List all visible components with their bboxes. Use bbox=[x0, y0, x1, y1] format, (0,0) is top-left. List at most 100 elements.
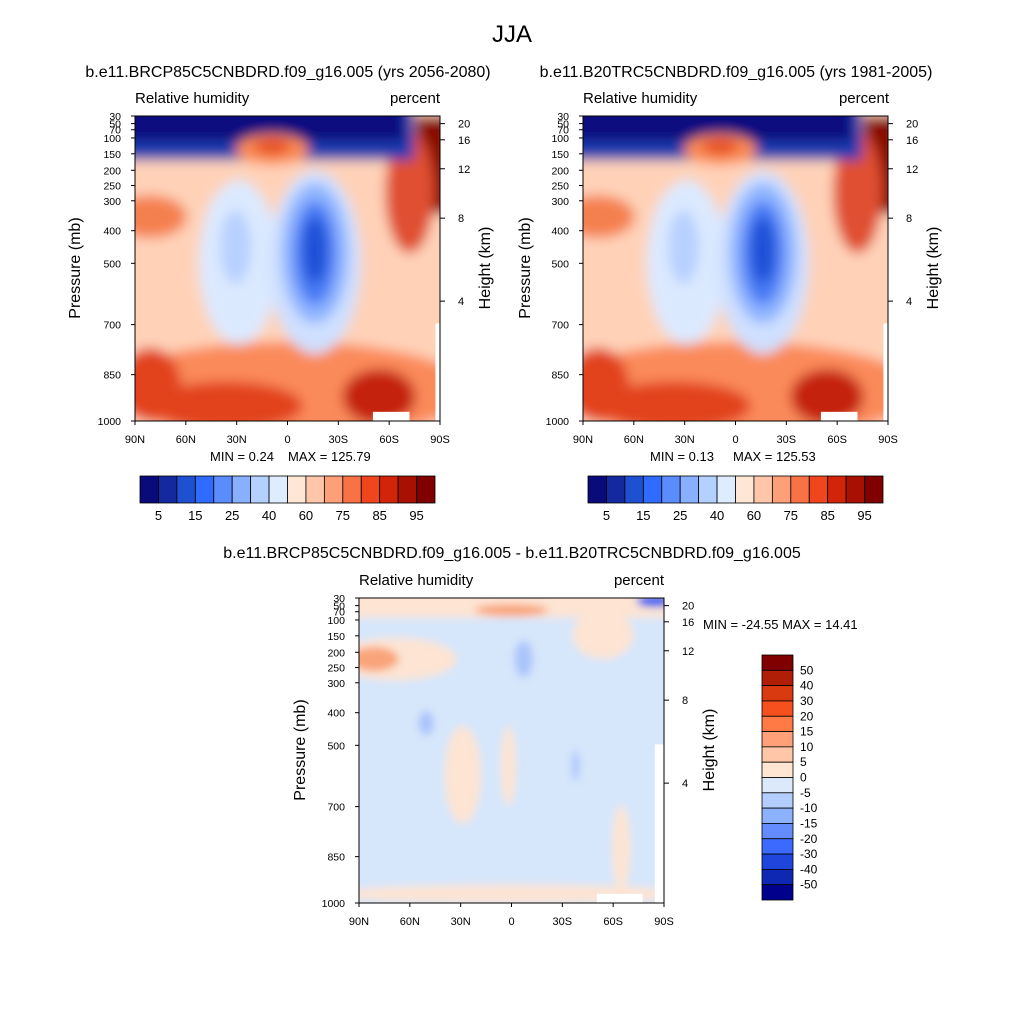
y-tick-label: 30 bbox=[333, 593, 345, 605]
y-tick-label: 300 bbox=[103, 196, 121, 208]
height-tick-label: 12 bbox=[906, 164, 918, 176]
colorbar-swatch bbox=[139, 475, 159, 504]
y-axis-title: Pressure (mb) bbox=[517, 217, 534, 318]
height-tick-label: 8 bbox=[458, 213, 464, 225]
panel-right-label: percent bbox=[839, 90, 890, 107]
y-tick-label: 400 bbox=[327, 708, 345, 720]
x-tick-label: 90S bbox=[430, 434, 450, 446]
colorbar-swatch bbox=[808, 475, 829, 504]
x-tick-label: 30N bbox=[675, 434, 695, 446]
y-tick-label: 500 bbox=[327, 740, 345, 752]
colorbar-swatch bbox=[753, 475, 773, 504]
panel-future: b.e11.BRCP85C5CNBDRD.f09_g16.005 (yrs 20… bbox=[67, 64, 494, 523]
colorbar-label: -5 bbox=[800, 786, 811, 800]
contour-field bbox=[135, 116, 440, 421]
minmax-label: MIN = -24.55 MAX = 14.41 bbox=[703, 617, 858, 632]
panel-title: b.e11.B20TRC5CNBDRD.f09_g16.005 (yrs 198… bbox=[540, 64, 933, 81]
y-tick-label: 400 bbox=[551, 226, 569, 238]
y-tick-label: 250 bbox=[551, 181, 569, 193]
colorbar-label: 75 bbox=[336, 508, 350, 523]
x-tick-label: 30S bbox=[553, 916, 573, 928]
colorbar-swatch bbox=[761, 715, 794, 732]
colorbar-swatch bbox=[827, 475, 847, 504]
colorbar-swatch bbox=[761, 761, 794, 778]
colorbar-swatch bbox=[250, 475, 270, 504]
colorbar-swatch bbox=[268, 475, 288, 504]
height-tick-label: 16 bbox=[906, 135, 918, 147]
colorbar-swatch bbox=[323, 475, 344, 504]
colorbar-swatch bbox=[642, 475, 663, 504]
x-tick-label: 0 bbox=[732, 434, 738, 446]
y-tick-label: 700 bbox=[327, 802, 345, 814]
colorbar-swatch bbox=[158, 475, 178, 504]
colorbar-label: 0 bbox=[800, 771, 807, 785]
panel-right-label: percent bbox=[390, 90, 441, 107]
colorbar-swatch bbox=[194, 475, 215, 504]
colorbar-swatch bbox=[761, 853, 794, 870]
colorbar-swatch bbox=[698, 475, 718, 504]
y-axis-right-title: Height (km) bbox=[701, 709, 718, 792]
colorbar-swatch bbox=[761, 823, 794, 840]
y-tick-label: 30 bbox=[109, 111, 121, 123]
y-tick-label: 1000 bbox=[546, 416, 570, 428]
colorbar-swatch bbox=[761, 838, 794, 855]
y-tick-label: 100 bbox=[327, 615, 345, 627]
x-tick-label: 60S bbox=[603, 916, 623, 928]
height-tick-label: 12 bbox=[458, 164, 470, 176]
colorbar-swatch bbox=[606, 475, 626, 504]
y-tick-label: 300 bbox=[551, 196, 569, 208]
height-tick-label: 8 bbox=[682, 695, 688, 707]
y-tick-label: 30 bbox=[557, 111, 569, 123]
x-tick-label: 60S bbox=[827, 434, 847, 446]
colorbar-swatch bbox=[176, 475, 196, 504]
height-tick-label: 20 bbox=[458, 119, 470, 131]
height-tick-label: 4 bbox=[682, 778, 688, 790]
x-tick-label: 90N bbox=[573, 434, 593, 446]
panel-title: b.e11.BRCP85C5CNBDRD.f09_g16.005 - b.e11… bbox=[223, 545, 801, 562]
x-tick-label: 30S bbox=[329, 434, 349, 446]
colorbar-label: 5 bbox=[603, 508, 610, 523]
y-tick-label: 250 bbox=[103, 181, 121, 193]
panel-left-label: Relative humidity bbox=[583, 90, 698, 107]
y-tick-label: 150 bbox=[551, 149, 569, 161]
x-tick-label: 0 bbox=[284, 434, 290, 446]
height-tick-label: 4 bbox=[458, 296, 464, 308]
x-tick-label: 90S bbox=[654, 916, 674, 928]
colorbar-swatch bbox=[287, 475, 307, 504]
colorbar-swatch bbox=[790, 475, 810, 504]
height-tick-label: 12 bbox=[682, 646, 694, 658]
colorbar-label: 25 bbox=[225, 508, 239, 523]
height-tick-label: 20 bbox=[906, 119, 918, 131]
colorbar-swatch bbox=[761, 807, 794, 824]
colorbar-swatch bbox=[761, 884, 794, 901]
y-tick-label: 1000 bbox=[322, 898, 346, 910]
colorbar-swatch bbox=[761, 731, 794, 748]
x-tick-label: 90S bbox=[878, 434, 898, 446]
colorbar-swatch bbox=[397, 475, 417, 504]
colorbar-label: -15 bbox=[800, 816, 818, 830]
max-label: MAX = 125.53 bbox=[733, 449, 816, 464]
x-tick-label: 90N bbox=[125, 434, 145, 446]
panel-difference: b.e11.BRCP85C5CNBDRD.f09_g16.005 - b.e11… bbox=[223, 545, 857, 928]
colorbar-swatch bbox=[761, 868, 794, 886]
colorbar-label: 15 bbox=[636, 508, 650, 523]
colorbar-label: -50 bbox=[800, 878, 818, 892]
x-tick-label: 30N bbox=[227, 434, 247, 446]
y-tick-label: 500 bbox=[103, 258, 121, 270]
colorbar-swatch bbox=[761, 777, 794, 794]
x-tick-label: 0 bbox=[508, 916, 514, 928]
colorbar-label: -40 bbox=[800, 862, 818, 876]
colorbar-label: 95 bbox=[857, 508, 871, 523]
colorbar-swatch bbox=[771, 475, 792, 504]
colorbar-label: -20 bbox=[800, 832, 818, 846]
colorbar-swatch bbox=[679, 475, 700, 504]
y-tick-label: 50 bbox=[109, 119, 121, 131]
colorbar-label: 40 bbox=[710, 508, 724, 523]
x-tick-label: 60S bbox=[379, 434, 399, 446]
height-tick-label: 4 bbox=[906, 296, 912, 308]
y-tick-label: 200 bbox=[551, 165, 569, 177]
y-axis-title: Pressure (mb) bbox=[67, 217, 84, 318]
colorbar-label: 20 bbox=[800, 709, 814, 723]
y-tick-label: 50 bbox=[333, 601, 345, 613]
